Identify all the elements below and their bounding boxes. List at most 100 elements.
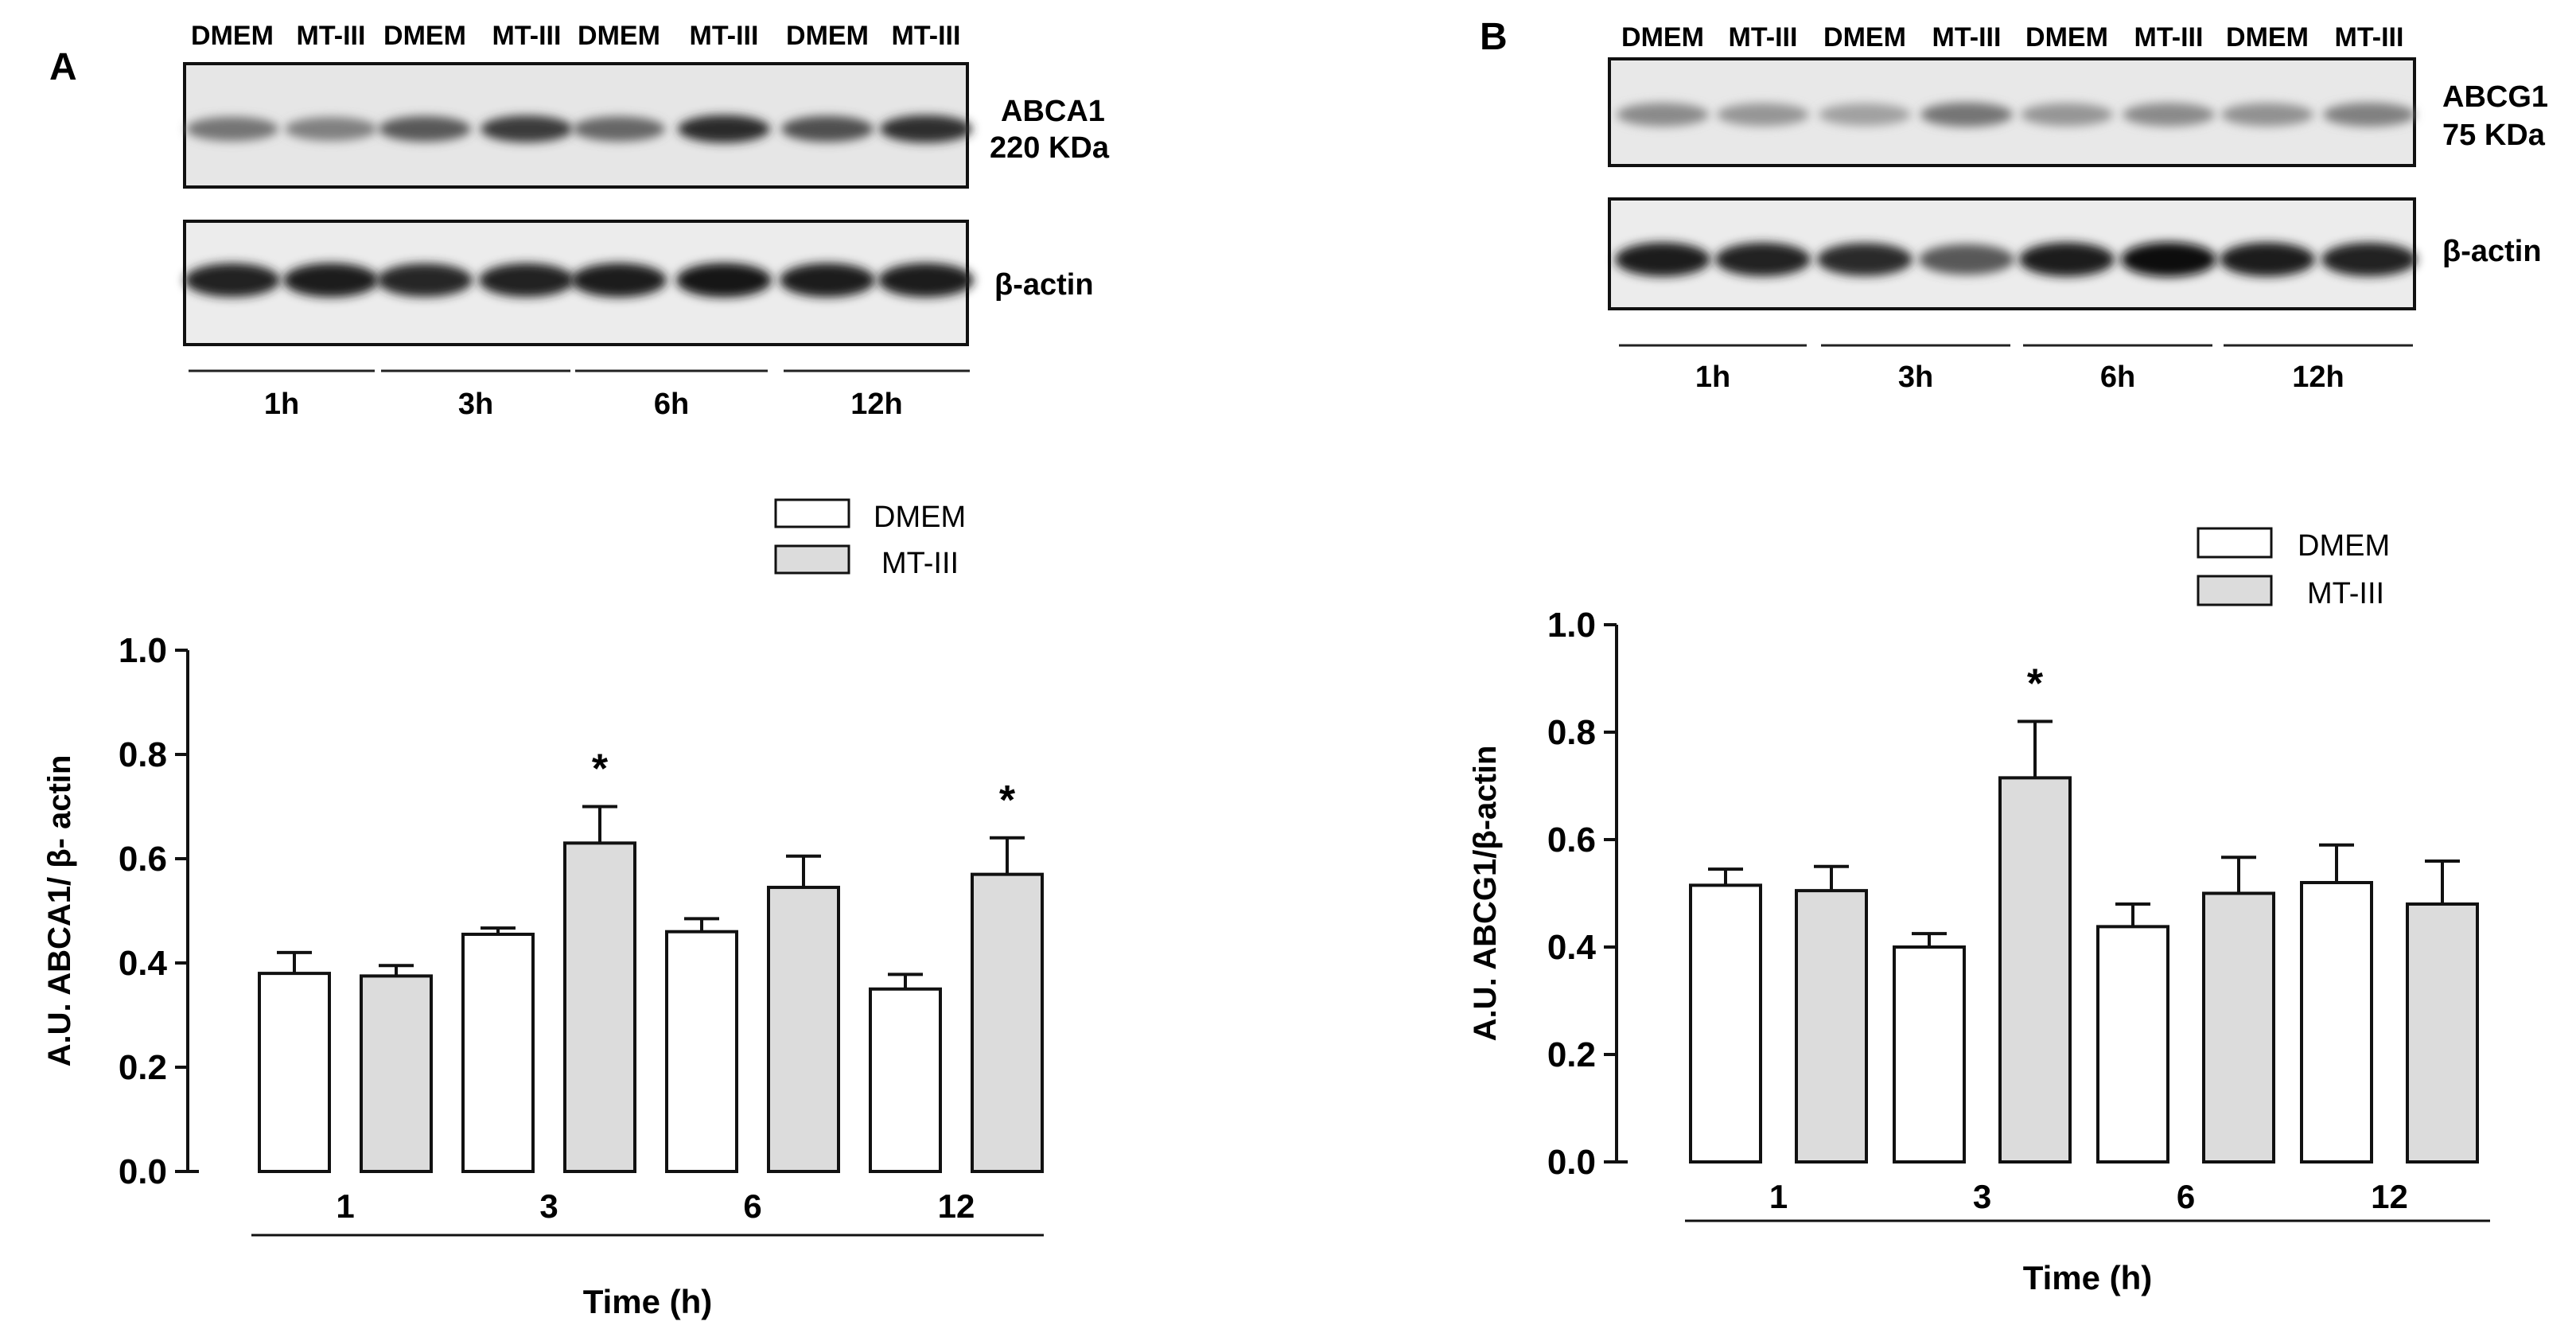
panel-b-lane-labels: DMEM MT-III DMEM MT-III DMEM MT-III DMEM MT-III [1621,22,2403,53]
panel-b-legend: DMEM MT-III [2197,527,2390,610]
band-bottom [2220,242,2315,277]
x-tick-label: 6 [743,1187,761,1225]
y-tick-label: 0.8 [1547,713,1596,752]
band-top [678,115,770,143]
band-bottom [377,263,473,298]
band-bottom [283,263,379,298]
lane-label: MT-III [2134,22,2204,53]
panel-a-letter: A [49,46,77,88]
panel-b-letter: B [1480,16,1508,58]
chart-a: 0.0 0.2 0.4 0.6 0.8 1.0 1 3 6 12 * * Time (h) A.U. AB… [42,631,1044,1320]
bar-dmem-12 [2300,881,2373,1164]
legend-swatch-dmem [774,498,850,528]
lane-label: DMEM [1823,22,1906,53]
x-tick-label: 12 [938,1187,975,1225]
band-top [1920,102,2013,127]
lane-label: DMEM [2226,22,2309,53]
panel-b: B DMEM MT-III DMEM MT-III DMEM MT-III DMEM MT-I… [1468,16,2548,1296]
panel-b-time-groups: 1h 3h 6h 12h [1619,344,2413,394]
band-top [781,115,874,142]
band-top [2221,103,2313,127]
legend-label-mt-iii: MT-III [2307,577,2384,610]
panel-a-bottom-protein: β-actin [994,268,1094,302]
panel-a-time-groups: 1h 3h 6h 12h [189,369,970,421]
y-tick-label: 0.0 [1547,1143,1596,1182]
panel-b-top-protein: ABCG1 [2442,80,2548,114]
lane-label: DMEM [191,21,274,51]
band-bottom [2121,242,2216,277]
band-top [1717,103,1809,127]
lane-label: DMEM [786,21,869,51]
band-bottom [2019,242,2115,277]
significance-marker: * [2027,661,2044,707]
bar-dmem-1 [1689,883,1762,1164]
legend-label-mt-iii: MT-III [881,547,959,580]
band-top [2323,103,2415,127]
band-top [880,115,972,143]
band-bottom [479,263,574,298]
x-axis-label: Time (h) [583,1283,713,1320]
y-tick-label: 0.6 [1547,821,1596,860]
x-tick-label: 1 [1769,1178,1788,1215]
band-bottom [878,263,974,298]
lane-label: DMEM [1621,22,1704,53]
band-bottom [1615,242,1710,277]
x-tick-label: 3 [539,1187,558,1225]
band-top [573,116,665,142]
legend-swatch-mt-iii [774,544,850,575]
panel-a-legend: DMEM MT-III [774,498,966,580]
band-top [481,115,573,142]
y-tick-label: 0.6 [119,840,167,879]
band-bottom [1919,244,2014,275]
panel-a-blot-top [183,62,972,189]
bar-mt-iii-3 [1998,776,2072,1164]
bar-mt-iii-12 [2406,902,2479,1164]
panel-a: A DMEM MT-III DMEM MT-III DMEM MT-III DMEM MT-I… [42,21,1110,1320]
lane-label: MT-III [1729,22,1798,53]
time-group-label: 12h [850,388,902,421]
legend-swatch-mt-iii [2197,575,2273,606]
y-tick-label: 0.0 [119,1152,167,1191]
x-tick-label: 12 [2371,1178,2408,1215]
panel-a-top-protein: ABCA1 [1001,95,1105,128]
band-top [379,115,471,142]
time-group-label: 6h [654,388,689,421]
x-axis-label: Time (h) [2023,1259,2153,1296]
y-tick-label: 0.4 [119,944,168,983]
bar-mt-iii-6 [767,886,840,1174]
time-group-label: 3h [458,388,493,421]
panel-b-top-size: 75 KDa [2442,119,2546,152]
band-top [2123,103,2215,127]
band-top [285,117,377,141]
bar-mt-iii-12 [971,872,1044,1174]
panel-a-top-size: 220 KDa [990,131,1110,165]
time-group-label: 12h [2292,361,2344,394]
legend-swatch-dmem [2197,527,2273,559]
time-group-label: 6h [2100,361,2135,394]
x-tick-label: 3 [1973,1178,1991,1215]
significance-marker: * [592,746,609,793]
significance-marker: * [999,778,1016,824]
legend-label-dmem: DMEM [874,501,966,534]
lane-label: DMEM [578,21,660,51]
band-top [2021,103,2113,127]
bar-dmem-3 [1893,945,1966,1164]
band-bottom [1817,243,1913,276]
band-bottom [185,263,280,298]
bar-mt-iii-1 [360,974,433,1173]
bar-dmem-3 [461,932,535,1173]
band-top [1819,103,1911,127]
y-tick-label: 0.2 [119,1048,167,1087]
bar-mt-iii-3 [563,841,636,1173]
panel-b-blot-bottom [1608,197,2417,310]
chart-b: 0.0 0.2 0.4 0.6 0.8 1.0 1 3 6 12 * Time (h) A.U. ABC… [1468,606,2490,1296]
x-tick-label: 6 [2177,1178,2195,1215]
y-axis-label: A.U. ABCA1/ β- actin [42,755,77,1067]
band-bottom [571,263,667,298]
band-bottom [2321,242,2417,277]
bar-dmem-12 [869,987,942,1173]
lane-label: MT-III [2335,22,2404,53]
y-tick-label: 0.4 [1547,928,1597,967]
lane-label: MT-III [492,21,562,51]
